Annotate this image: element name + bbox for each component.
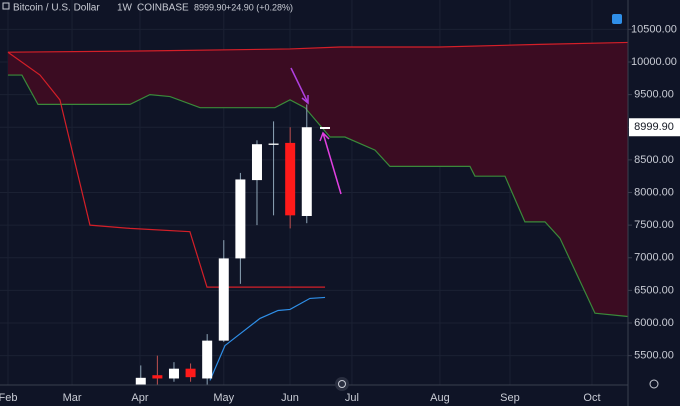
candle-body xyxy=(285,142,296,216)
candle-body xyxy=(168,368,179,379)
indicator-line xyxy=(7,41,628,53)
x-tick-label: May xyxy=(213,392,234,404)
y-tick-label: 5500.00 xyxy=(634,350,674,362)
y-tick-label: 6500.00 xyxy=(634,284,674,296)
x-tick-label: Oct xyxy=(583,392,600,404)
y-tick-label: 9500.00 xyxy=(634,89,674,101)
settings-icon[interactable] xyxy=(612,14,622,24)
x-tick-label: Jul xyxy=(345,392,359,404)
candle-body xyxy=(218,258,229,341)
arrow-head xyxy=(301,95,309,105)
y-tick-label: 8500.00 xyxy=(634,154,674,166)
candle-body xyxy=(202,340,213,379)
y-tick-label: 10500.00 xyxy=(631,23,677,35)
exchange: COINBASE xyxy=(137,3,189,14)
header-change: +24.90 (+0.28%) xyxy=(226,2,293,12)
x-tick-label: Jun xyxy=(281,392,299,404)
arrow-head xyxy=(319,131,330,142)
candle-body xyxy=(301,127,312,216)
indicator-line xyxy=(7,51,326,288)
y-tick-label: 6000.00 xyxy=(634,317,674,329)
y-tick-label: 10000.00 xyxy=(631,56,677,68)
arrow xyxy=(290,67,309,104)
indicator-line xyxy=(7,74,628,318)
y-tick-label: 7500.00 xyxy=(634,219,674,231)
x-tick-label: Feb xyxy=(0,392,17,404)
x-tick-label: Aug xyxy=(430,392,450,404)
reset-button[interactable] xyxy=(335,377,349,391)
reset-icon xyxy=(338,380,346,388)
candle-body xyxy=(135,377,146,385)
candle-body xyxy=(268,143,279,145)
cloud-fill xyxy=(7,42,628,317)
plot-area xyxy=(0,0,628,385)
arrow xyxy=(322,132,342,195)
candle-body xyxy=(251,144,262,181)
x-tick-label: Sep xyxy=(500,392,520,404)
interval: 1W xyxy=(117,3,133,14)
x-tick-label: Mar xyxy=(63,392,82,404)
annotations xyxy=(290,67,342,195)
x-tick-label: Apr xyxy=(131,392,148,404)
settings-gear[interactable] xyxy=(649,379,659,389)
candle-body xyxy=(235,179,246,259)
y-tick-label: 7000.00 xyxy=(634,252,674,264)
candle-body xyxy=(152,375,163,379)
y-tick-label: 8000.00 xyxy=(634,186,674,198)
header-price: 8999.90 xyxy=(194,2,227,12)
price-box xyxy=(629,118,680,137)
indicator-line xyxy=(209,296,326,381)
symbol: Bitcoin / U.S. Dollar xyxy=(13,3,100,14)
collapse-icon[interactable] xyxy=(2,2,10,10)
price-label: 8999.90 xyxy=(634,121,674,133)
legend-header: Bitcoin / U.S. Dollar 1W COINBASE 8999.9… xyxy=(2,2,293,14)
candle-body xyxy=(185,368,196,378)
